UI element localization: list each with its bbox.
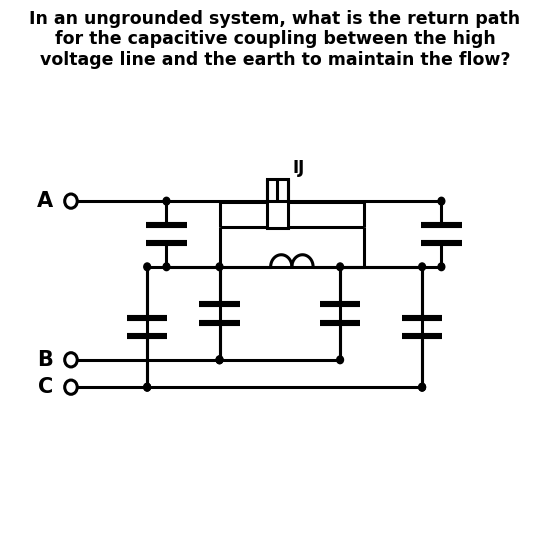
Text: B: B <box>37 350 53 370</box>
Circle shape <box>163 197 170 205</box>
Circle shape <box>144 383 151 391</box>
Circle shape <box>419 383 426 391</box>
Circle shape <box>438 263 445 271</box>
Text: In an ungrounded system, what is the return path
for the capacitive coupling bet: In an ungrounded system, what is the ret… <box>30 9 520 69</box>
Text: A: A <box>37 191 53 211</box>
FancyBboxPatch shape <box>267 179 288 228</box>
Circle shape <box>144 383 151 391</box>
Circle shape <box>337 263 344 271</box>
Circle shape <box>419 263 426 271</box>
Text: IJ: IJ <box>293 158 305 177</box>
Text: C: C <box>38 377 53 397</box>
Circle shape <box>216 356 223 364</box>
Circle shape <box>216 263 223 271</box>
Circle shape <box>216 356 223 364</box>
Circle shape <box>419 383 426 391</box>
Circle shape <box>65 353 77 367</box>
Circle shape <box>144 263 151 271</box>
Circle shape <box>438 197 445 205</box>
Circle shape <box>163 263 170 271</box>
Circle shape <box>65 380 77 394</box>
Circle shape <box>337 356 344 364</box>
Circle shape <box>65 194 77 208</box>
